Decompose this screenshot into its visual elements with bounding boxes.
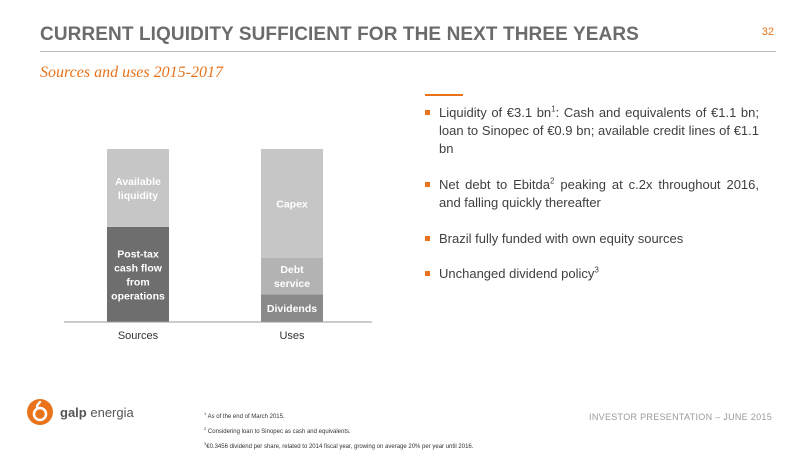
bullet-square-icon xyxy=(425,271,430,276)
page-number: 32 xyxy=(761,26,774,38)
logo-wordmark: galp energia xyxy=(60,404,134,420)
bar-segment-label: Dividends xyxy=(267,303,317,315)
page-title: CURRENT LIQUIDITY SUFFICIENT FOR THE NEX… xyxy=(40,24,639,45)
footer-label: INVESTOR PRESENTATION – JUNE 2015 xyxy=(589,412,772,422)
bar-segment-label: cash flow xyxy=(114,262,163,274)
bullet-square-icon xyxy=(425,236,430,241)
bullet-square-icon xyxy=(425,110,430,115)
bar-segment-label: liquidity xyxy=(118,190,158,202)
bar-segment-label: Post-tax xyxy=(117,248,159,260)
sources-uses-chart: Post-tax cash flow from operations Available… xyxy=(64,149,372,342)
footnote: 2 Considering loan to Sinopec as cash an… xyxy=(204,426,351,435)
bar-segment-capex xyxy=(261,149,323,258)
footnote: 1 As of the end of March 2015. xyxy=(204,411,285,420)
bar-segment-available-liquidity xyxy=(107,149,169,227)
bullet-item: Liquidity of €3.1 bn1: Cash and equivale… xyxy=(425,104,759,158)
bullet-item: Unchanged dividend policy3 xyxy=(425,265,759,283)
bar-segment-label: Available xyxy=(115,176,161,188)
title-divider xyxy=(40,51,776,52)
footnotes: 1 As of the end of March 2015. 2 Conside… xyxy=(204,408,473,453)
bullet-item: Brazil fully funded with own equity sour… xyxy=(425,230,759,248)
bar-segment-label: operations xyxy=(111,290,165,302)
x-tick-label: Uses xyxy=(279,330,305,342)
bar-segment-label: service xyxy=(274,278,310,290)
bullet-list: Liquidity of €3.1 bn1: Cash and equivale… xyxy=(425,104,759,283)
galp-logo-icon xyxy=(27,399,53,425)
bullet-square-icon xyxy=(425,182,430,187)
footnote: 3€0.3456 dividend per share, related to … xyxy=(204,441,474,450)
bar-segment-dividends xyxy=(261,294,323,322)
bar-segment-label: Capex xyxy=(276,198,308,210)
bar-segment-debt-service xyxy=(261,257,323,295)
chart-subtitle: Sources and uses 2015-2017 xyxy=(40,64,223,81)
accent-divider xyxy=(425,94,463,96)
bar-segment-label: from xyxy=(126,276,149,288)
company-logo: galp energia xyxy=(26,398,134,426)
x-tick-label: Sources xyxy=(118,330,159,342)
bar-segment-post-tax-cash-flow-from-operations xyxy=(107,226,169,322)
bullet-item: Net debt to Ebitda2 peaking at c.2x thro… xyxy=(425,176,759,212)
bar-segment-label: Debt xyxy=(280,264,304,276)
